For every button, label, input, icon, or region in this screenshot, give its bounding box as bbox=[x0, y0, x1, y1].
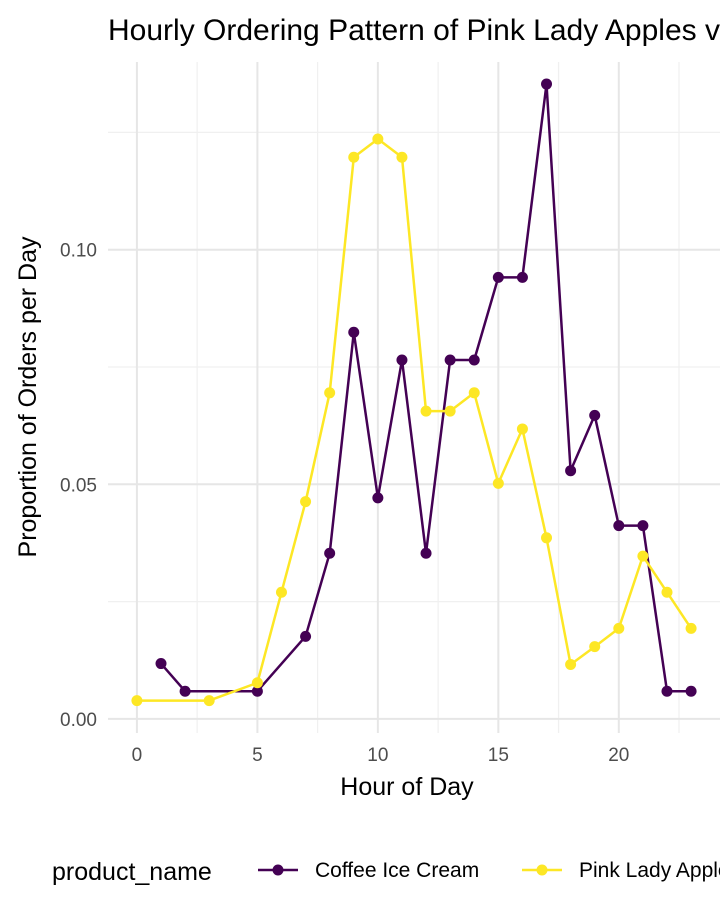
legend-key-point bbox=[536, 864, 548, 876]
data-point bbox=[251, 677, 263, 689]
data-point bbox=[541, 532, 553, 544]
data-point bbox=[444, 405, 456, 417]
data-point bbox=[372, 492, 384, 504]
data-point bbox=[444, 354, 456, 366]
data-point bbox=[275, 586, 287, 598]
y-tick-label: 0.00 bbox=[60, 710, 97, 731]
data-point bbox=[300, 630, 312, 642]
chart-title: Hourly Ordering Pattern of Pink Lady App… bbox=[108, 14, 720, 47]
series-line bbox=[136, 137, 693, 702]
data-point bbox=[685, 685, 697, 697]
data-point bbox=[661, 586, 673, 598]
legend-key-point bbox=[272, 864, 284, 876]
data-point bbox=[131, 695, 143, 707]
data-point bbox=[372, 133, 384, 145]
data-point bbox=[468, 354, 480, 366]
data-point bbox=[565, 658, 577, 670]
data-point bbox=[179, 685, 191, 697]
legend-label: Pink Lady Apples bbox=[579, 859, 720, 882]
legend-label: Coffee Ice Cream bbox=[315, 859, 479, 882]
data-point bbox=[348, 151, 360, 163]
data-point bbox=[565, 465, 577, 477]
data-point bbox=[251, 685, 263, 697]
x-tick-label: 0 bbox=[132, 745, 143, 766]
data-point bbox=[685, 622, 697, 634]
data-point bbox=[348, 326, 360, 338]
data-point bbox=[637, 550, 649, 562]
data-point bbox=[420, 547, 432, 559]
data-point bbox=[637, 520, 649, 532]
data-point bbox=[324, 387, 336, 399]
legend-title: product_name bbox=[52, 858, 212, 886]
data-point bbox=[492, 271, 504, 283]
data-point bbox=[300, 496, 312, 508]
y-tick-label: 0.05 bbox=[60, 475, 97, 496]
data-point bbox=[492, 477, 504, 489]
data-point bbox=[420, 405, 432, 417]
data-point bbox=[396, 354, 408, 366]
data-point bbox=[613, 520, 625, 532]
series-0 bbox=[155, 78, 697, 697]
data-point bbox=[589, 409, 601, 421]
data-point bbox=[613, 622, 625, 634]
series-layer bbox=[131, 78, 697, 707]
x-tick-label: 15 bbox=[488, 745, 509, 766]
y-tick-label: 0.10 bbox=[60, 241, 97, 262]
x-axis-ticks: 0 5 10 15 20 bbox=[132, 745, 630, 766]
legend: product_name Coffee Ice Cream Pink Lady A… bbox=[52, 858, 720, 886]
data-point bbox=[661, 685, 673, 697]
data-point bbox=[468, 387, 480, 399]
data-point bbox=[516, 271, 528, 283]
data-point bbox=[516, 423, 528, 435]
series-line bbox=[160, 82, 692, 693]
data-point bbox=[155, 658, 167, 670]
x-tick-label: 20 bbox=[608, 745, 629, 766]
y-axis-title: Proportion of Orders per Day bbox=[14, 236, 42, 557]
x-tick-label: 10 bbox=[367, 745, 388, 766]
data-point bbox=[541, 78, 553, 90]
grid bbox=[108, 62, 720, 733]
data-point bbox=[203, 695, 215, 707]
data-point bbox=[324, 547, 336, 559]
x-axis-title: Hour of Day bbox=[340, 773, 474, 801]
data-point bbox=[396, 151, 408, 163]
data-point bbox=[589, 641, 601, 653]
x-tick-label: 5 bbox=[252, 745, 263, 766]
series-1 bbox=[131, 133, 697, 707]
y-axis-ticks: 0.00 0.05 0.10 bbox=[60, 241, 97, 731]
